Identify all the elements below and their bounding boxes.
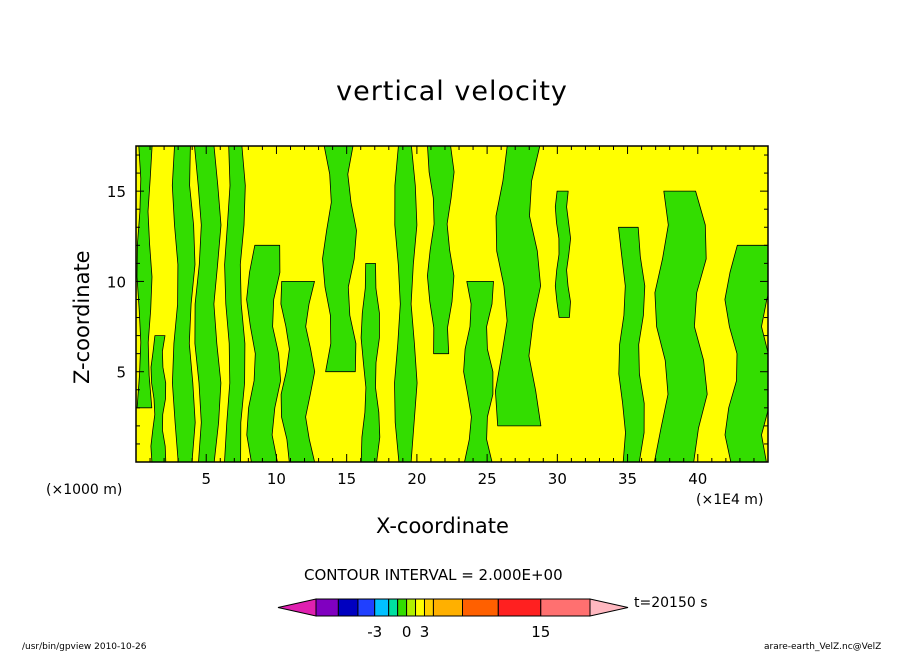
negative-region-6	[280, 281, 316, 462]
negative-region-12	[495, 146, 542, 427]
y-tick-label-10: 10	[107, 273, 126, 291]
colorbar-box-7	[415, 598, 425, 617]
colorbar-box-9	[432, 598, 464, 617]
colorbar-box-3	[374, 598, 390, 617]
axes: 5 10 15 20 25 30 35 40 5 10 15	[107, 145, 769, 488]
footer-right: arare-earth_VelZ.nc@VelZ	[764, 642, 882, 652]
negative-region-5	[246, 244, 281, 462]
colorbar-right-arrow	[589, 598, 629, 617]
colorbar-box-12	[540, 598, 591, 617]
negative-region-11	[463, 281, 494, 462]
colorbar-label-3: 15	[531, 623, 550, 641]
colorbar: -3 0 3 15	[277, 598, 629, 641]
negative-region-3	[194, 146, 222, 462]
colorbar-box-5	[397, 598, 408, 617]
colorbar-box-4	[388, 598, 399, 617]
negative-region-10	[427, 146, 455, 355]
x-tick-label-15: 15	[337, 470, 356, 488]
negative-region-0	[136, 146, 153, 409]
colorbar-box-10	[462, 598, 499, 617]
plot-frame	[135, 145, 769, 463]
contour-interval: CONTOUR INTERVAL = 2.000E+00	[304, 566, 563, 584]
colorbar-label-2: 3	[420, 623, 430, 641]
colorbar-box-0	[315, 598, 339, 617]
colorbar-box-1	[337, 598, 359, 617]
time-label: t=20150 s	[634, 595, 708, 611]
negative-region-2	[171, 146, 196, 462]
chart-title: vertical velocity	[336, 76, 568, 107]
x-tick-label-25: 25	[478, 470, 497, 488]
x-tick-label-35: 35	[618, 470, 637, 488]
colorbar-box-8	[423, 598, 434, 617]
x-tick-label-5: 5	[201, 470, 211, 488]
x-axis-label: X-coordinate	[376, 514, 509, 538]
colorbar-box-11	[497, 598, 542, 617]
colorbar-left-arrow	[277, 598, 317, 617]
negative-region-15	[654, 190, 708, 462]
x-tick-label-40: 40	[688, 470, 707, 488]
negative-region-1	[150, 335, 167, 462]
x-unit-left: (×1000 m)	[46, 482, 123, 498]
x-tick-label-30: 30	[548, 470, 567, 488]
colorbar-label-1: 0	[402, 623, 412, 641]
negative-region-13	[554, 190, 571, 318]
y-tick-label-5: 5	[116, 364, 126, 382]
colorbar-box-6	[406, 598, 417, 617]
negative-region-9	[394, 146, 418, 462]
negative-region-8	[360, 263, 381, 462]
y-tick-label-15: 15	[107, 183, 126, 201]
colorbar-label-0: -3	[367, 623, 382, 641]
x-tick-label-20: 20	[407, 470, 426, 488]
negative-region-4	[224, 146, 246, 462]
plot-area	[136, 146, 768, 462]
colorbar-box-2	[357, 598, 376, 617]
negative-region-7	[322, 146, 357, 373]
negative-region-14	[618, 226, 646, 462]
x-tick-label-10: 10	[267, 470, 286, 488]
footer-left: /usr/bin/gpview 2010-10-26	[22, 642, 147, 652]
x-unit-right: (×1E4 m)	[696, 492, 764, 508]
